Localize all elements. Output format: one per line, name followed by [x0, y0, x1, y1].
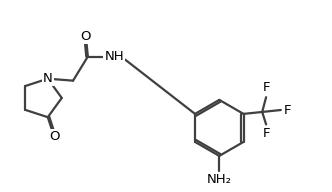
- Text: F: F: [262, 127, 270, 140]
- Text: O: O: [81, 30, 91, 43]
- Text: NH₂: NH₂: [207, 173, 232, 186]
- Text: O: O: [49, 130, 59, 143]
- Text: NH: NH: [105, 50, 124, 63]
- Text: F: F: [262, 81, 270, 94]
- Text: N: N: [43, 72, 53, 85]
- Text: F: F: [284, 103, 291, 117]
